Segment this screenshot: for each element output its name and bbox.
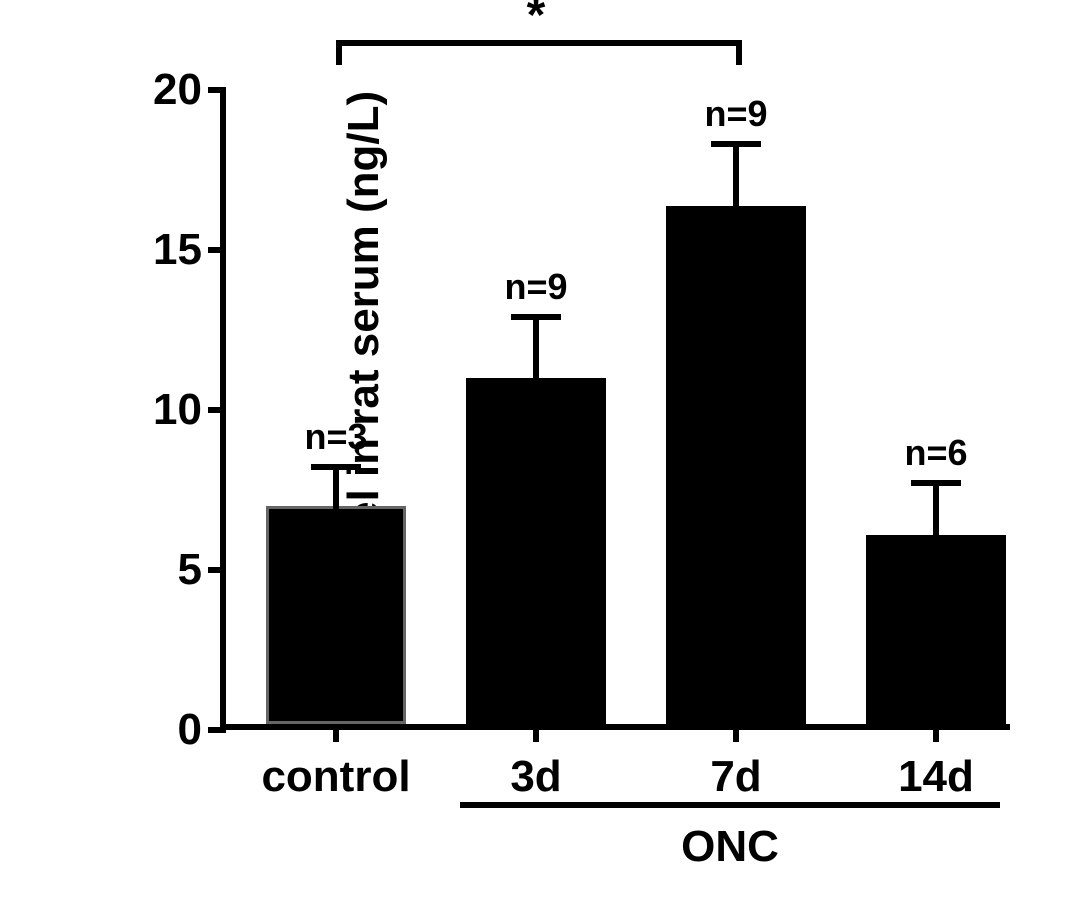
error-bar-cap — [711, 141, 761, 147]
y-tick — [208, 87, 226, 93]
y-tick-label: 20 — [153, 65, 202, 115]
error-bar-cap — [911, 480, 961, 486]
bar-14d — [866, 535, 1006, 724]
significance-star: * — [521, 0, 551, 43]
x-tick-label: 14d — [856, 752, 1016, 802]
y-tick — [208, 407, 226, 413]
bar-3d — [466, 378, 606, 724]
x-tick-label: 3d — [456, 752, 616, 802]
n-label: n=9 — [696, 93, 776, 135]
x-tick-label: 7d — [656, 752, 816, 802]
bar-7d — [666, 206, 806, 724]
group-indicator-line — [460, 802, 1000, 808]
n-label: n=6 — [896, 432, 976, 474]
x-tick — [733, 724, 739, 742]
plot-area: 05101520n=3controln=93dn=97dn=614d* — [220, 90, 1010, 730]
n-label: n=9 — [496, 266, 576, 308]
error-bar-cap — [311, 464, 361, 470]
y-tick-label: 0 — [178, 705, 202, 755]
error-bar-stem — [933, 480, 939, 541]
error-bar-cap — [511, 314, 561, 320]
group-indicator-label: ONC — [670, 822, 790, 872]
x-tick-label: control — [256, 752, 416, 802]
bar-control — [266, 506, 406, 724]
error-bar-stem — [333, 464, 339, 512]
error-bar-stem — [733, 141, 739, 211]
y-tick-label: 15 — [153, 225, 202, 275]
y-tick-label: 10 — [153, 385, 202, 435]
y-tick-label: 5 — [178, 545, 202, 595]
significance-bracket-drop — [336, 40, 342, 65]
y-tick — [208, 247, 226, 253]
n-label: n=3 — [296, 416, 376, 458]
x-tick — [333, 724, 339, 742]
y-tick — [208, 727, 226, 733]
x-tick — [533, 724, 539, 742]
y-tick — [208, 567, 226, 573]
error-bar-stem — [533, 314, 539, 384]
chart-container: DBN1 level in rat serum (ng/L) 05101520n… — [60, 10, 1040, 890]
significance-bracket-drop — [736, 40, 742, 65]
x-tick — [933, 724, 939, 742]
